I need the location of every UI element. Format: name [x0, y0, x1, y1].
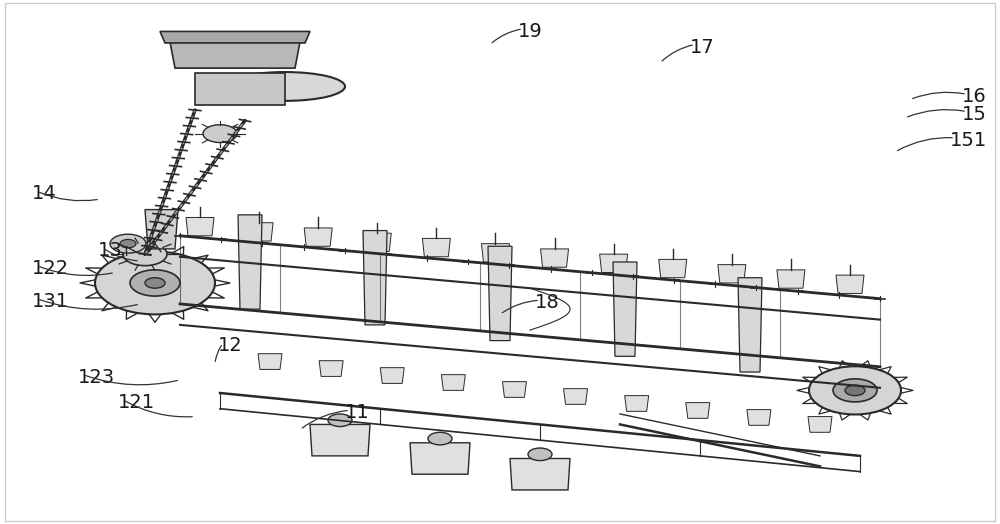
Polygon shape: [195, 73, 285, 105]
Polygon shape: [304, 228, 332, 246]
Polygon shape: [747, 410, 771, 425]
Circle shape: [833, 379, 877, 402]
Polygon shape: [659, 259, 687, 278]
Polygon shape: [258, 354, 282, 369]
Circle shape: [809, 366, 901, 414]
Text: 18: 18: [535, 293, 560, 312]
Polygon shape: [422, 238, 450, 257]
Polygon shape: [564, 389, 588, 405]
Polygon shape: [808, 417, 832, 432]
Text: 121: 121: [118, 393, 155, 412]
Polygon shape: [613, 262, 637, 356]
Text: 122: 122: [32, 259, 69, 278]
Polygon shape: [186, 217, 214, 236]
Polygon shape: [145, 210, 178, 249]
Polygon shape: [718, 265, 746, 283]
Text: 151: 151: [950, 131, 987, 150]
Circle shape: [328, 414, 352, 427]
Circle shape: [130, 270, 180, 296]
Text: 123: 123: [78, 368, 115, 387]
Polygon shape: [502, 381, 526, 397]
Polygon shape: [510, 458, 570, 490]
Polygon shape: [238, 215, 262, 309]
Text: 16: 16: [962, 88, 987, 106]
Polygon shape: [488, 246, 512, 341]
Polygon shape: [777, 270, 805, 288]
Text: 131: 131: [32, 292, 69, 311]
Polygon shape: [481, 244, 509, 262]
Text: 15: 15: [962, 105, 987, 124]
Circle shape: [123, 243, 167, 266]
Ellipse shape: [225, 72, 345, 101]
Polygon shape: [363, 231, 387, 325]
Polygon shape: [160, 31, 310, 43]
Text: 11: 11: [345, 403, 370, 422]
Polygon shape: [410, 443, 470, 474]
Text: 12: 12: [218, 336, 243, 355]
Polygon shape: [738, 278, 762, 372]
Polygon shape: [625, 396, 649, 411]
Circle shape: [95, 252, 215, 314]
Text: 17: 17: [690, 38, 715, 57]
Text: 14: 14: [32, 184, 57, 203]
Polygon shape: [319, 361, 343, 376]
Polygon shape: [363, 233, 391, 252]
Text: 19: 19: [518, 22, 543, 41]
Circle shape: [203, 125, 237, 143]
Polygon shape: [170, 42, 300, 68]
Circle shape: [110, 234, 146, 253]
Polygon shape: [686, 402, 710, 418]
Polygon shape: [441, 375, 465, 390]
Circle shape: [428, 432, 452, 445]
Polygon shape: [541, 249, 569, 267]
Text: 13: 13: [98, 241, 123, 260]
Polygon shape: [380, 368, 404, 384]
Circle shape: [145, 278, 165, 288]
Polygon shape: [245, 223, 273, 241]
Polygon shape: [310, 424, 370, 456]
Circle shape: [120, 239, 136, 248]
Polygon shape: [836, 275, 864, 293]
Circle shape: [528, 448, 552, 461]
Polygon shape: [600, 254, 628, 272]
Circle shape: [845, 385, 865, 396]
